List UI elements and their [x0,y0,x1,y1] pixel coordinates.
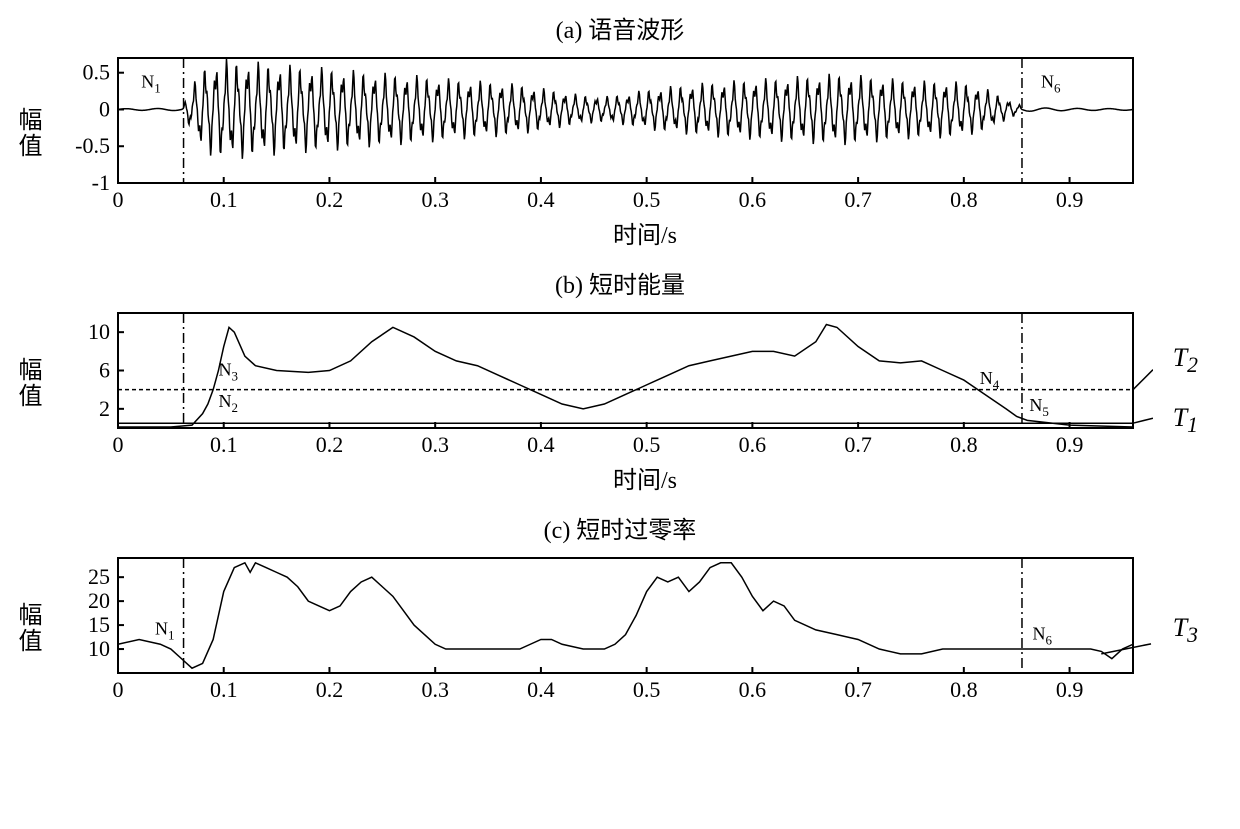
svg-text:0.7: 0.7 [844,187,872,212]
svg-text:0.2: 0.2 [316,187,344,212]
panel-b-xlabel: 时间/s [60,460,1230,495]
svg-text:0.5: 0.5 [633,677,661,702]
svg-text:0.4: 0.4 [527,677,555,702]
svg-text:0.2: 0.2 [316,432,344,457]
svg-text:0.6: 0.6 [739,187,767,212]
svg-text:2: 2 [99,396,110,421]
svg-text:0: 0 [113,187,124,212]
svg-text:0.1: 0.1 [210,677,238,702]
svg-text:0.8: 0.8 [950,677,978,702]
threshold-t1-label: T1 [1173,403,1198,438]
panel-a: (a) 语音波形 幅值 0 0.1 0.2 0.3 0.4 0.5 0.6 0.7 0.8 0.9… [10,10,1230,250]
panel-b-title: (b) 短时能量 [10,265,1230,300]
panel-b-ylabel: 幅值 [10,357,45,409]
svg-text:0.9: 0.9 [1056,432,1084,457]
svg-text:0.5: 0.5 [633,187,661,212]
svg-text:0.7: 0.7 [844,432,872,457]
figure-container: (a) 语音波形 幅值 0 0.1 0.2 0.3 0.4 0.5 0.6 0.7 0.8 0.9… [10,10,1230,703]
panel-c-title: (c) 短时过零率 [10,510,1230,545]
svg-text:0.1: 0.1 [210,187,238,212]
panel-a-chart: 0 0.1 0.2 0.3 0.4 0.5 0.6 0.7 0.8 0.9 -1 -0.5 0 0.5 N1… [53,53,1153,213]
threshold-t3-label: T3 [1173,613,1198,648]
svg-text:0.2: 0.2 [316,677,344,702]
svg-text:0.1: 0.1 [210,432,238,457]
svg-text:10: 10 [88,319,110,344]
svg-text:-1: -1 [92,170,110,195]
svg-text:0.5: 0.5 [633,432,661,457]
svg-text:0.6: 0.6 [739,677,767,702]
svg-text:0.3: 0.3 [421,432,449,457]
panel-c-ylabel: 幅值 [10,602,45,654]
svg-text:N4: N4 [980,368,1000,392]
svg-text:15: 15 [88,612,110,637]
svg-text:0.9: 0.9 [1056,187,1084,212]
panel-a-title: (a) 语音波形 [10,10,1230,45]
svg-text:N6: N6 [1033,623,1053,647]
panel-b-chart: 0 0.1 0.2 0.3 0.4 0.5 0.6 0.7 0.8 0.9 2 6 10 N3 N2 N4 N5 [53,308,1153,458]
threshold-t2-label: T2 [1173,343,1198,378]
panel-c-chart: 0 0.1 0.2 0.3 0.4 0.5 0.6 0.7 0.8 0.9 10152025 N1 N6 [53,553,1153,703]
svg-text:-0.5: -0.5 [75,133,110,158]
svg-text:0.6: 0.6 [739,432,767,457]
svg-text:0.8: 0.8 [950,432,978,457]
svg-text:6: 6 [99,358,110,383]
svg-text:0.3: 0.3 [421,187,449,212]
svg-text:N5: N5 [1029,395,1049,419]
svg-text:0.8: 0.8 [950,187,978,212]
svg-text:0: 0 [99,96,110,121]
svg-text:N3: N3 [218,359,238,383]
panel-a-ylabel: 幅值 [10,107,45,159]
svg-text:N1: N1 [155,619,175,643]
panel-b: (b) 短时能量 幅值 0 0.1 0.2 0.3 0.4 0.5 0.6 0.7 0.8 0.9… [10,265,1230,495]
svg-text:0.5: 0.5 [83,60,111,85]
svg-text:0.4: 0.4 [527,432,555,457]
svg-text:N6: N6 [1041,71,1061,95]
svg-text:0.4: 0.4 [527,187,555,212]
panel-c: (c) 短时过零率 幅值 0 0.1 0.2 0.3 0.4 0.5 0.6 0.7 0.8 0.… [10,510,1230,703]
svg-text:10: 10 [88,636,110,661]
svg-text:0: 0 [113,432,124,457]
svg-text:0: 0 [113,677,124,702]
panel-a-xlabel: 时间/s [60,215,1230,250]
svg-text:N2: N2 [218,391,238,415]
svg-text:0.7: 0.7 [844,677,872,702]
svg-text:N1: N1 [141,71,161,95]
svg-text:0.3: 0.3 [421,677,449,702]
svg-text:0.9: 0.9 [1056,677,1084,702]
svg-text:20: 20 [88,588,110,613]
svg-text:25: 25 [88,564,110,589]
